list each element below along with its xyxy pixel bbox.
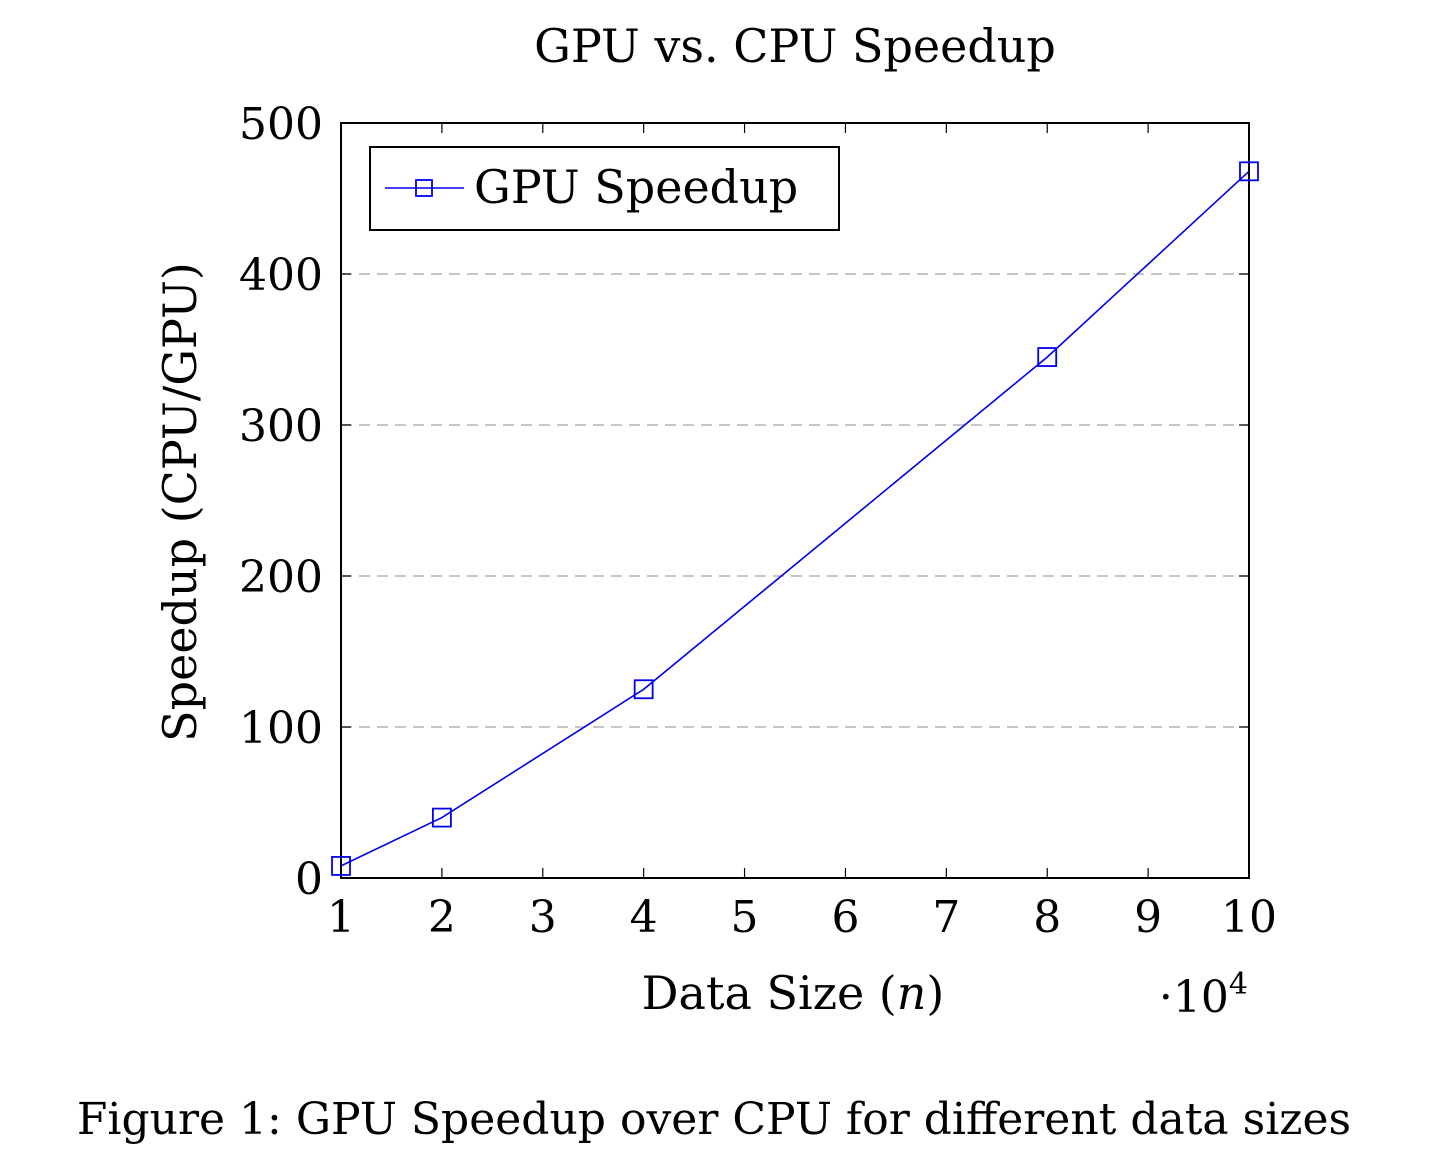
series-line	[340, 170, 1250, 867]
x-tick-labels: 1 2 3 4 5 6 7 8 9 10	[327, 892, 1277, 943]
x-tick-label: 6	[831, 892, 859, 943]
x-tick-label: 5	[731, 892, 759, 943]
x-axis-label: Data Size (n)	[642, 966, 945, 1020]
x-tick-label: 9	[1134, 892, 1162, 943]
data-point-marker	[633, 679, 654, 700]
series-layer	[331, 161, 1259, 876]
y-tick-label: 300	[239, 401, 323, 452]
legend: GPU Speedup	[369, 146, 840, 231]
y-axis-label: Speedup (CPU/GPU)	[153, 262, 207, 742]
y-tick-labels: 0 100 200 300 400 500	[239, 99, 323, 905]
legend-square-marker	[415, 179, 433, 197]
grid-lines	[341, 273, 1249, 728]
legend-label: GPU Speedup	[474, 160, 798, 214]
axis-ticks	[340, 122, 1250, 879]
x-tick-label: 8	[1033, 892, 1061, 943]
x-axis-multiplier-exponent: 4	[1229, 967, 1248, 1002]
plot-frame	[340, 122, 1250, 879]
x-axis-label-suffix: )	[926, 966, 944, 1020]
x-tick-label: 7	[932, 892, 960, 943]
y-tick-label: 500	[239, 99, 323, 150]
data-point-marker	[1239, 161, 1259, 182]
data-point-marker	[331, 856, 351, 876]
x-tick-label: 10	[1221, 892, 1277, 943]
data-point-marker	[1037, 347, 1058, 367]
x-axis-label-variable: n	[897, 966, 927, 1020]
data-point-marker	[431, 807, 452, 828]
x-tick-label: 2	[428, 892, 456, 943]
y-tick-label: 200	[239, 552, 323, 603]
x-axis-multiplier-base: ·10	[1159, 972, 1229, 1023]
y-tick-label: 400	[239, 250, 323, 301]
x-axis-label-prefix: Data Size (	[642, 966, 897, 1020]
y-tick-label: 0	[295, 854, 323, 905]
figure-caption: Figure 1: GPU Speedup over CPU for diffe…	[77, 1094, 1351, 1145]
x-tick-label: 1	[327, 892, 355, 943]
x-tick-label: 4	[630, 892, 658, 943]
y-tick-label: 100	[239, 703, 323, 754]
x-axis-multiplier: ·104	[1159, 967, 1248, 1023]
chart-title: GPU vs. CPU Speedup	[534, 19, 1056, 73]
x-tick-label: 3	[529, 892, 557, 943]
